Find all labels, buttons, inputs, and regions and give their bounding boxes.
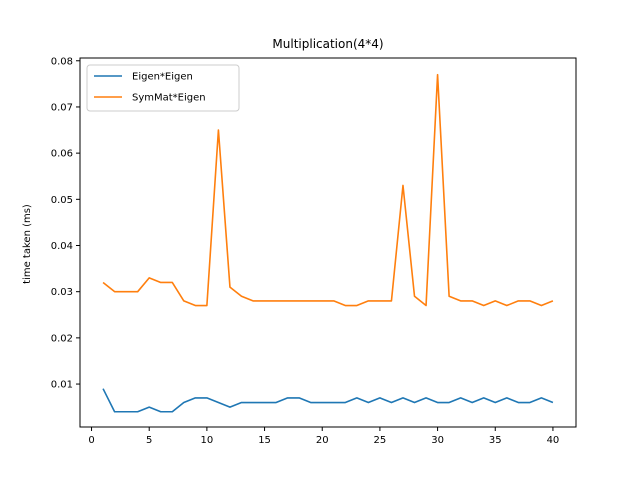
chart-title: Multiplication(4*4) (272, 37, 383, 51)
y-tick-label: 0.05 (51, 195, 73, 206)
series-line-eigen-eigen (102, 388, 554, 413)
x-tick-label: 40 (547, 435, 560, 446)
legend-box (86, 64, 240, 112)
series-line-symmat-eigen (102, 73, 554, 307)
y-tick-label: 0.01 (51, 380, 73, 391)
legend-label: Eigen*Eigen (132, 72, 193, 83)
y-tick-label: 0.07 (51, 102, 73, 113)
x-tick-label: 35 (489, 435, 502, 446)
x-tick-label: 5 (146, 435, 152, 446)
x-tick-label: 10 (201, 435, 214, 446)
y-axis-label: time taken (ms) (22, 204, 33, 284)
x-tick-label: 0 (88, 435, 94, 446)
y-tick-label: 0.03 (51, 287, 73, 298)
y-tick-label: 0.04 (51, 241, 73, 252)
legend: Eigen*Eigen SymMat*Eigen (86, 64, 240, 112)
plot-frame (79, 57, 577, 428)
x-axis: 0 5 10 15 20 25 30 35 40 (88, 427, 559, 446)
legend-label: SymMat*Eigen (132, 93, 206, 104)
x-tick-label: 15 (258, 435, 271, 446)
y-axis: 0.01 0.02 0.03 0.04 0.05 0.06 0.07 0.08 (51, 56, 80, 391)
y-tick-label: 0.02 (51, 333, 73, 344)
y-tick-label: 0.06 (51, 149, 73, 160)
x-tick-label: 30 (431, 435, 444, 446)
plot-area (102, 73, 554, 413)
x-tick-label: 20 (316, 435, 329, 446)
x-tick-label: 25 (374, 435, 387, 446)
y-tick-label: 0.08 (51, 56, 73, 67)
